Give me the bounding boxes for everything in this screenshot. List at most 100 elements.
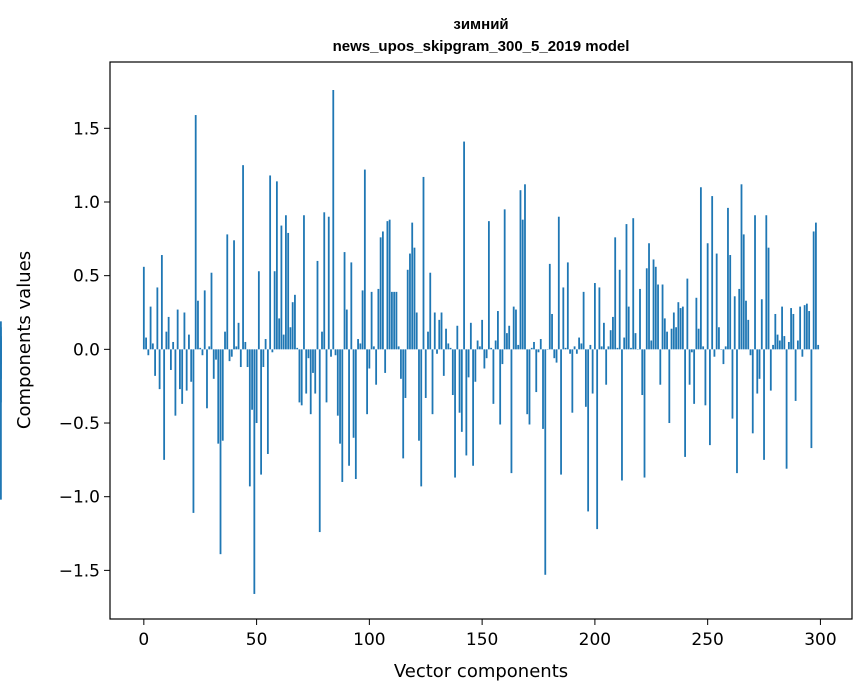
bar-143 [465,349,468,456]
bar-157 [497,311,499,350]
bar-120 [413,247,416,350]
bar-233 [668,349,671,424]
bar-208 [612,316,614,350]
bar-77 [316,260,319,350]
bar-201 [596,349,599,530]
bar-237 [677,302,680,350]
bar-150 [481,319,484,350]
bar-119 [411,222,414,350]
bar-232 [666,331,668,350]
bar-12 [169,349,172,370]
bar-81 [325,349,328,403]
bar-20 [188,334,190,350]
bar-283 [781,306,783,350]
x-tick-label: 300 [804,630,836,650]
bar-141 [460,349,463,432]
bar-289 [794,349,797,401]
bar-19 [185,349,188,391]
bar-97 [361,290,364,350]
bar-261 [731,349,734,419]
bar-103 [375,349,378,385]
bar-238 [679,308,682,350]
bar-132 [440,312,443,350]
bar-100 [368,349,371,369]
bar-234 [670,328,673,350]
bar-31 [212,349,215,379]
bar-200 [593,283,596,350]
bar-277 [767,247,770,350]
bar-91 [348,349,350,466]
bar-85 [334,349,337,356]
bar-244 [693,349,696,404]
bar-165 [515,309,517,350]
bar-149 [478,346,481,350]
bar-174 [535,349,538,393]
bar-42 [237,322,240,350]
bar-266 [742,234,745,350]
bar-163 [510,349,513,474]
bar-218 [634,333,637,350]
bar-76 [314,349,317,394]
x-tick-label: 100 [353,630,385,650]
bar-284 [783,336,786,350]
bar-156 [494,340,497,350]
bar-140 [458,349,461,413]
bar-57 [271,349,274,353]
bar-241 [686,278,689,350]
bar-126 [427,331,429,350]
bar-245 [695,297,698,350]
bar-144 [467,349,470,378]
bar-127 [429,272,432,350]
bar-84 [332,90,335,350]
bar-211 [618,269,621,350]
bar-269 [749,349,752,356]
bar-116 [404,349,407,398]
bar-257 [722,349,725,365]
bar-164 [512,306,515,350]
bar-139 [456,325,459,350]
bar-29 [208,346,211,350]
bar-228 [657,284,659,350]
bar-199 [591,349,594,394]
bar-276 [765,215,768,350]
bar-236 [675,327,677,350]
bar-193 [578,337,580,350]
bar-210 [616,347,619,350]
bar-279 [772,344,774,350]
bar-205 [605,349,608,385]
bar-198 [589,344,592,350]
bar-98 [363,169,366,350]
bar-214 [625,224,628,350]
y-axis-ticks: −1.5 −1.0 −0.5 0.0 0.5 1.0 1.5 [59,119,110,581]
bar-243 [690,349,693,353]
bar-26 [201,349,204,356]
bar-55 [266,349,269,454]
bar-36 [224,331,226,350]
y-tick-label: 1.0 [73,193,100,213]
bar-250 [706,243,709,350]
bar-138 [454,349,456,478]
bar-226 [652,259,655,350]
bar-146 [472,349,474,466]
bar-169 [524,184,526,350]
bar-115 [402,349,405,459]
bar-88 [341,349,344,482]
bar-273 [758,349,761,379]
bar-59 [275,181,278,350]
bar-87 [339,349,341,444]
bar-209 [614,237,617,350]
bar-249 [704,349,707,406]
chart-title: зимний [453,16,508,33]
bar-230 [661,284,664,350]
bar-60 [278,318,281,350]
bar-21 [190,349,193,382]
bar-242 [688,349,691,385]
bar-37 [226,234,229,350]
bar-11 [167,316,170,350]
bar-268 [747,319,750,350]
x-tick-label: 250 [691,630,723,650]
bar-221 [641,349,644,396]
bar-122 [418,349,420,441]
bar-71 [303,215,305,350]
bar-290 [796,340,799,350]
